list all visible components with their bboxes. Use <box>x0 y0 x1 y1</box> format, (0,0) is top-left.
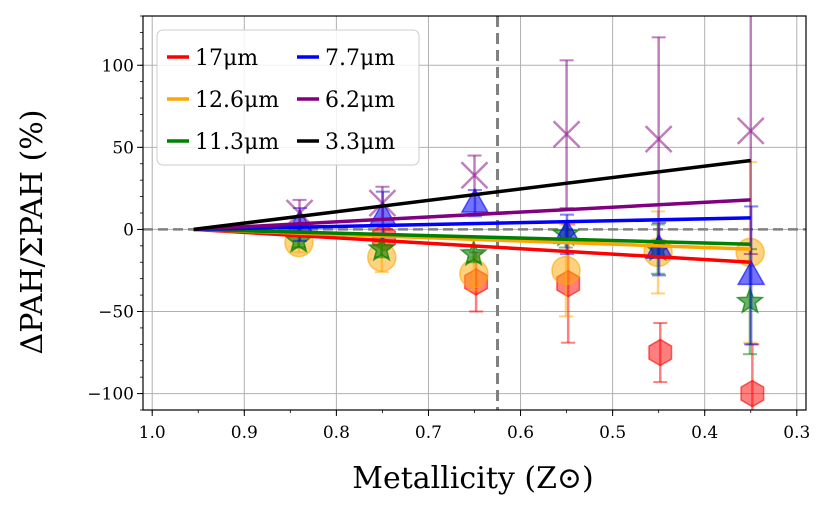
legend-label-5: 3.3μm <box>325 130 395 155</box>
marker-2-1 <box>367 234 396 262</box>
marker-3-5 <box>736 259 766 286</box>
marker-4-4 <box>644 125 673 154</box>
x-tick-label-3: 0.7 <box>415 423 442 443</box>
y-tick-label-2: 0 <box>123 220 134 240</box>
marker-4-5 <box>736 117 765 145</box>
x-tick-label-2: 0.8 <box>323 423 350 443</box>
legend-box <box>156 29 420 166</box>
marker-1-3 <box>551 255 581 286</box>
marker-4-2 <box>460 161 489 190</box>
marker-4-1 <box>368 189 397 218</box>
series-4 <box>285 16 765 256</box>
legend-label-3: 7.7μm <box>325 46 395 71</box>
x-tick-label-4: 0.6 <box>507 423 534 443</box>
x-tick-label-0: 1.0 <box>139 423 166 443</box>
legend-label-0: 17μm <box>195 46 258 71</box>
marker-3-2 <box>460 187 490 213</box>
marker-1-2 <box>459 258 489 289</box>
legend-label-2: 11.3μm <box>195 130 279 155</box>
trend-line-0 <box>193 227 751 264</box>
x-axis-title: Metallicity (Z⊙) <box>352 461 594 496</box>
y-tick-label-1: −50 <box>98 303 134 323</box>
x-tick-label-1: 0.9 <box>231 423 258 443</box>
trend-line-2 <box>193 227 751 246</box>
y-tick-label-0: −100 <box>87 385 134 405</box>
y-tick-label-3: 50 <box>112 138 134 158</box>
marker-0-4 <box>740 379 765 408</box>
legend-label-1: 12.6μm <box>195 88 279 113</box>
legend-label-4: 6.2μm <box>325 88 395 113</box>
axis-ticks: 1.0 0.9 0.8 0.7 0.6 0.5 0.4 0.3 −100 −50 0 50 100 <box>87 15 810 443</box>
trend-line-3 <box>193 216 751 232</box>
marker-0-3 <box>648 338 673 367</box>
trend-line-4 <box>193 198 751 232</box>
marker-4-3 <box>552 120 581 149</box>
trend-line-5 <box>193 158 751 232</box>
y-tick-label-4: 100 <box>102 56 134 76</box>
legend: 17μm 12.6μm 11.3μm 7.7μm 6.2μm 3.3μm <box>156 29 420 166</box>
y-axis-title: ΔPAH/ΣPAH (%) <box>15 110 50 355</box>
marker-2-2 <box>459 238 489 267</box>
plot-series <box>193 16 766 410</box>
x-tick-label-5: 0.5 <box>599 423 626 443</box>
x-tick-label-7: 0.3 <box>783 423 810 443</box>
x-tick-label-6: 0.4 <box>691 423 718 443</box>
